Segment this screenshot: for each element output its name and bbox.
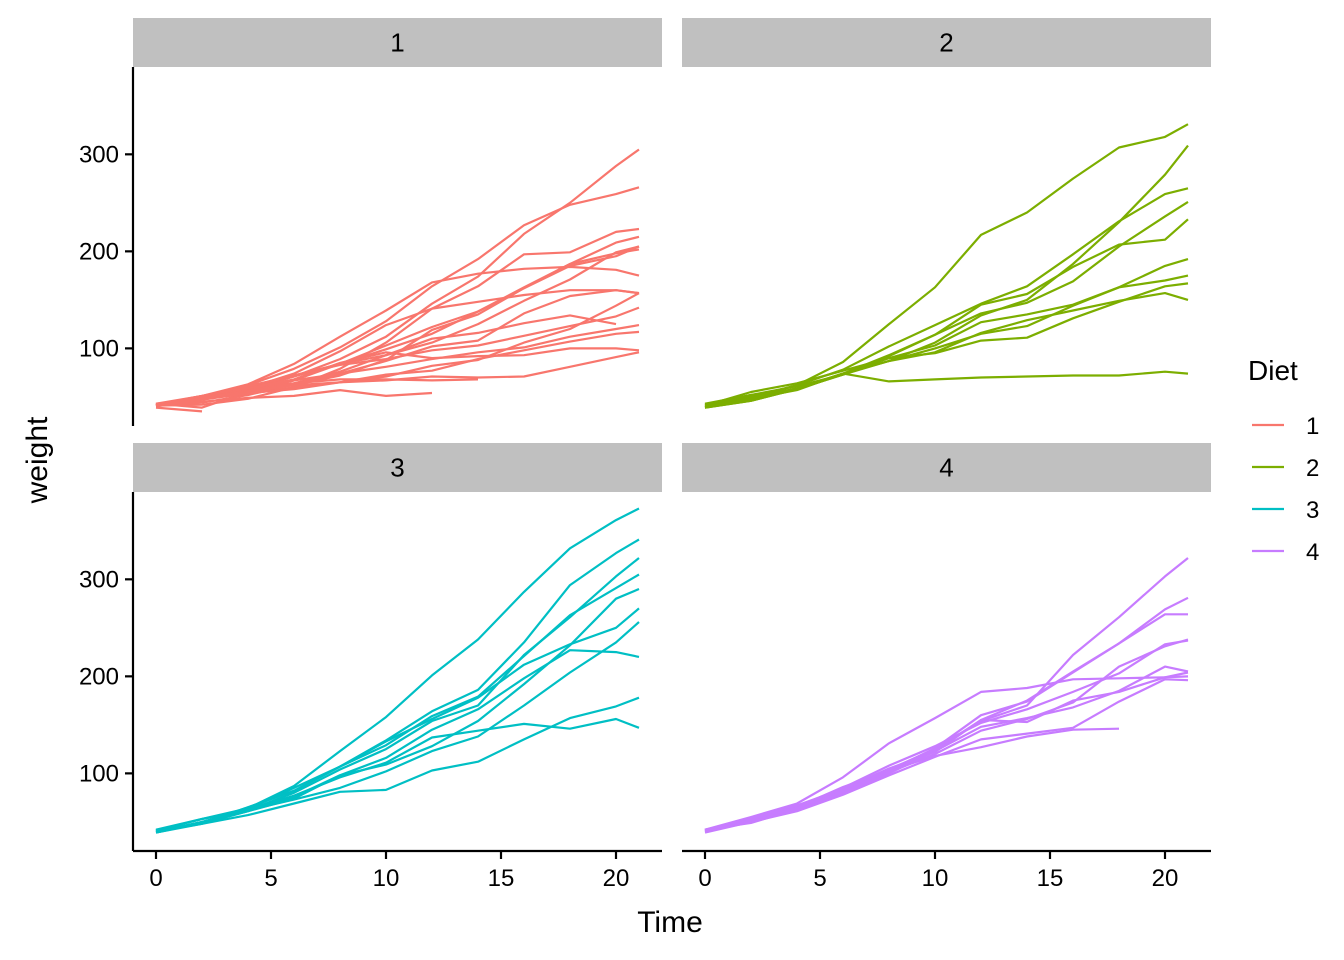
series-line — [704, 671, 1189, 831]
series-line — [155, 330, 640, 407]
x-tick-label: 0 — [698, 865, 711, 892]
facet-strip — [682, 443, 1211, 492]
series-line — [155, 389, 433, 407]
facet-strip-label: 4 — [939, 453, 953, 483]
legend-label-2: 2 — [1306, 455, 1319, 482]
series-line — [704, 123, 1189, 408]
facet-strip — [682, 18, 1211, 67]
x-axis-title: Time — [637, 906, 703, 939]
y-tick-label: 300 — [79, 566, 119, 593]
series-line — [704, 292, 1189, 409]
series-line — [155, 696, 640, 833]
series-line — [704, 187, 1189, 408]
facet-strip-label: 2 — [939, 28, 953, 58]
series-line — [155, 607, 640, 834]
facet-panel-2: 2 — [682, 18, 1211, 409]
legend-label-4: 4 — [1306, 539, 1319, 566]
x-tick-label: 10 — [373, 865, 400, 892]
series-line — [704, 258, 1189, 409]
series-line — [155, 557, 640, 833]
series-line — [155, 587, 640, 832]
series-line — [155, 538, 640, 832]
facet-strip — [133, 443, 662, 492]
legend-title: Diet — [1248, 355, 1298, 386]
series-line — [155, 573, 640, 832]
series-line — [155, 306, 640, 406]
legend-label-1: 1 — [1306, 413, 1319, 440]
series-line — [155, 406, 203, 413]
facet-strip-label: 1 — [390, 28, 404, 58]
series-line — [704, 678, 1189, 832]
x-tick-label: 10 — [922, 865, 949, 892]
facet-panel-3: 3 100 200 300 0 5 10 15 20 — [79, 443, 662, 892]
facet-panel-1: 1 100 200 300 — [79, 18, 662, 426]
series-line — [155, 507, 640, 832]
series-line — [704, 144, 1189, 409]
series-line — [704, 370, 1189, 406]
x-tick-label: 5 — [813, 865, 826, 892]
x-tick-label: 0 — [149, 865, 162, 892]
series-line — [704, 613, 1188, 832]
facet-strip — [133, 18, 662, 67]
series-line — [704, 675, 1189, 831]
series-line — [704, 596, 1189, 831]
legend-label-3: 3 — [1306, 497, 1319, 524]
facet-strip-label: 3 — [390, 453, 404, 483]
series-line — [704, 274, 1189, 405]
y-tick-label: 100 — [79, 760, 119, 787]
legend: Diet 1 2 3 4 — [1248, 355, 1319, 566]
y-tick-label: 200 — [79, 663, 119, 690]
x-tick-label: 15 — [488, 865, 515, 892]
x-tick-label: 20 — [603, 865, 630, 892]
y-tick-label: 300 — [79, 141, 119, 168]
x-tick-label: 20 — [1152, 865, 1179, 892]
series-line — [155, 324, 640, 407]
facet-panel-4: 4 0 5 10 15 20 — [682, 443, 1211, 892]
y-tick-label: 100 — [79, 335, 119, 362]
series-line — [155, 289, 640, 406]
x-tick-label: 15 — [1037, 865, 1064, 892]
series-line — [155, 245, 640, 406]
series-line — [704, 638, 1189, 833]
x-tick-label: 5 — [264, 865, 277, 892]
facets-layer: 1 100 200 300 2 3 100 200 300 0 5 10 15 20 4 0 5 10 15 20 — [79, 18, 1211, 892]
series-line — [704, 639, 1189, 833]
series-line — [704, 557, 1189, 834]
series-line — [155, 227, 640, 407]
y-tick-label: 200 — [79, 238, 119, 265]
y-axis-title: weight — [21, 416, 54, 504]
